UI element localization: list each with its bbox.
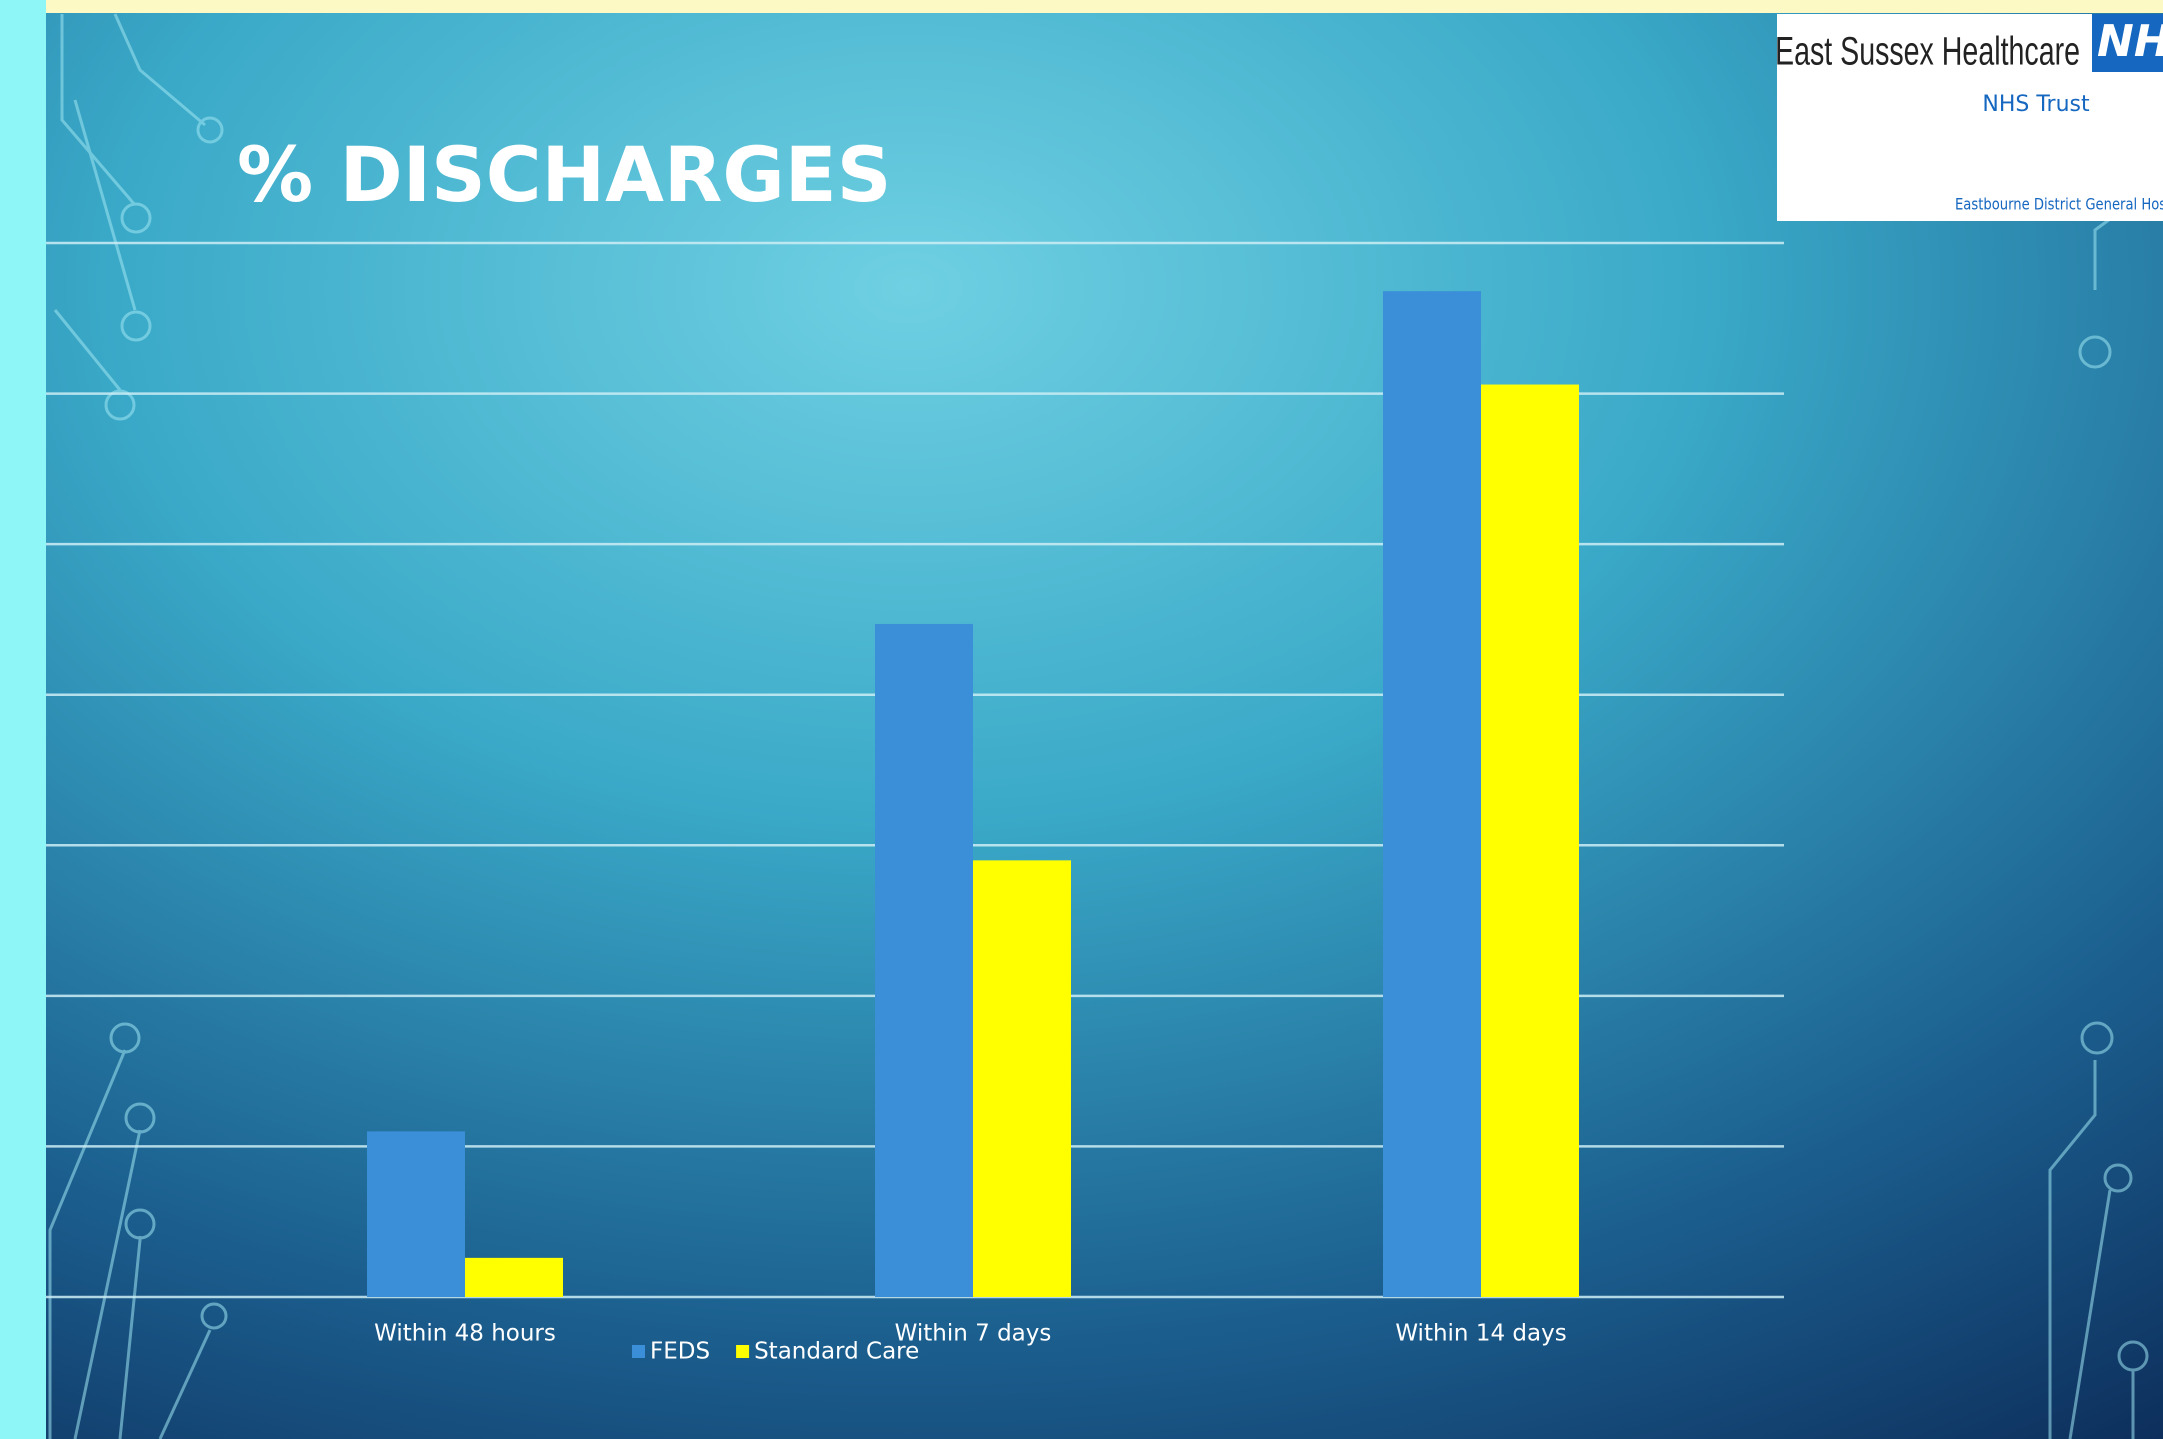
- logo-badge: NHS: [2097, 16, 2163, 67]
- chart: % DISCHARGES East Sussex Healthcare NHS …: [0, 0, 2163, 1439]
- logo-subtitle: NHS Trust: [1982, 92, 2090, 117]
- logo: East Sussex Healthcare NHS NHS Trust Eas…: [1775, 14, 2163, 221]
- top-strip: [0, 0, 2163, 13]
- logo-name: East Sussex Healthcare: [1775, 30, 2080, 74]
- bar: [1383, 291, 1481, 1297]
- bar: [875, 624, 973, 1297]
- left-strip: [0, 0, 46, 1439]
- logo-site: Eastbourne District General Hospital: [1955, 195, 2163, 214]
- legend-label: FEDS: [650, 1339, 710, 1365]
- bar: [973, 860, 1071, 1297]
- bar: [367, 1131, 465, 1297]
- legend-label: Standard Care: [754, 1339, 919, 1365]
- legend-swatch: [632, 1345, 645, 1358]
- x-tick-label: Within 48 hours: [374, 1321, 556, 1347]
- bar: [1481, 385, 1579, 1297]
- slide: % DISCHARGES East Sussex Healthcare NHS …: [0, 0, 2163, 1439]
- bar: [465, 1258, 563, 1297]
- legend-swatch: [736, 1345, 749, 1358]
- chart-title: % DISCHARGES: [237, 130, 891, 219]
- x-tick-label: Within 14 days: [1395, 1321, 1566, 1347]
